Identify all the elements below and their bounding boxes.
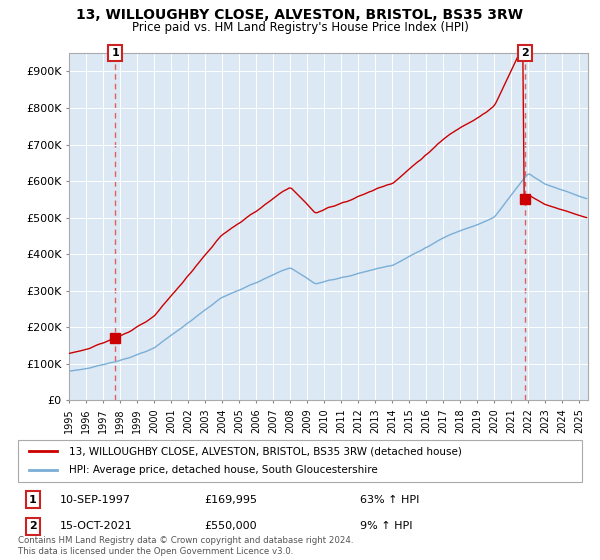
- Text: £169,995: £169,995: [204, 494, 257, 505]
- Text: 10-SEP-1997: 10-SEP-1997: [60, 494, 131, 505]
- Text: Contains HM Land Registry data © Crown copyright and database right 2024.
This d: Contains HM Land Registry data © Crown c…: [18, 536, 353, 556]
- Text: 13, WILLOUGHBY CLOSE, ALVESTON, BRISTOL, BS35 3RW: 13, WILLOUGHBY CLOSE, ALVESTON, BRISTOL,…: [77, 8, 523, 22]
- Text: 9% ↑ HPI: 9% ↑ HPI: [360, 521, 413, 531]
- Text: 15-OCT-2021: 15-OCT-2021: [60, 521, 133, 531]
- Text: 2: 2: [521, 48, 529, 58]
- Text: £550,000: £550,000: [204, 521, 257, 531]
- Text: Price paid vs. HM Land Registry's House Price Index (HPI): Price paid vs. HM Land Registry's House …: [131, 21, 469, 34]
- Text: 1: 1: [112, 48, 119, 58]
- FancyBboxPatch shape: [18, 440, 582, 482]
- Text: 63% ↑ HPI: 63% ↑ HPI: [360, 494, 419, 505]
- Text: 2: 2: [29, 521, 37, 531]
- Text: 1: 1: [29, 494, 37, 505]
- Text: 13, WILLOUGHBY CLOSE, ALVESTON, BRISTOL, BS35 3RW (detached house): 13, WILLOUGHBY CLOSE, ALVESTON, BRISTOL,…: [69, 446, 461, 456]
- Text: HPI: Average price, detached house, South Gloucestershire: HPI: Average price, detached house, Sout…: [69, 465, 377, 475]
